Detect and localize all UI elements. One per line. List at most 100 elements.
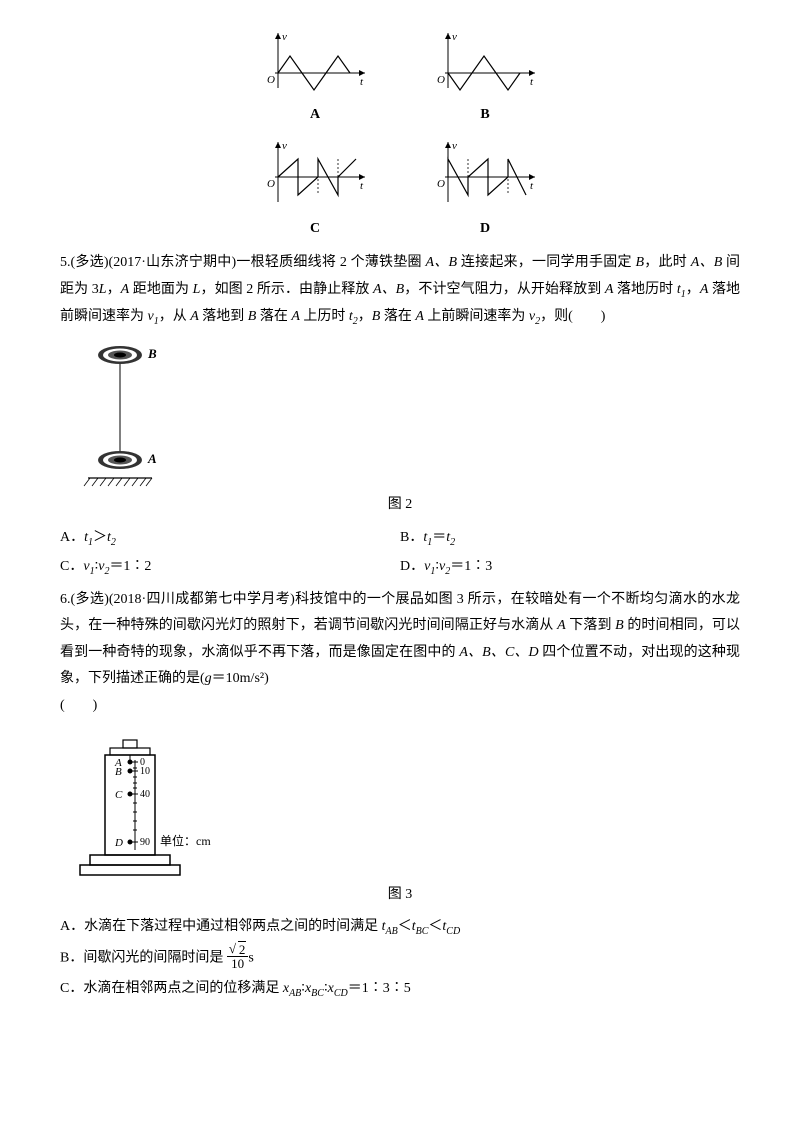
q5-t9: 落地历时 xyxy=(613,282,676,297)
oc-rel: ＝1∶3∶5 xyxy=(348,981,411,996)
ob-rel: ＝ xyxy=(432,530,446,545)
q5-t5: ， xyxy=(107,282,121,297)
q6-optA-pre: A．水滴在下落过程中通过相邻两点之间的时间满足 xyxy=(60,919,382,934)
vt-graph-c: v O t xyxy=(260,137,370,212)
q6-t2: 下落到 xyxy=(566,618,616,633)
q6-t5: ＝10m/s²) xyxy=(212,671,269,686)
svg-text:A: A xyxy=(147,451,157,466)
graph-label-A: A xyxy=(260,102,370,129)
q5-A4: A xyxy=(190,309,199,324)
q6-optC: C．水滴在相邻两点之间的位移满足 xAB∶xBC∶xCD＝1∶3∶5 xyxy=(60,976,740,1003)
q6-g: g xyxy=(205,671,212,686)
q6-optB-pre: B．间歇闪光的间隔时间是 xyxy=(60,951,223,966)
q5-AB2: A、B xyxy=(691,255,723,270)
graph-A: v O t A xyxy=(260,28,370,129)
q5-L1: L xyxy=(99,282,107,297)
scale-10: 10 xyxy=(140,766,150,777)
frac-sqrt2-10: 2 10 xyxy=(227,943,249,970)
q5-t8: ，不计空气阻力，从开始释放到 xyxy=(404,282,605,297)
graph-B: v O t B xyxy=(430,28,540,129)
axis-label-t: t xyxy=(360,76,364,88)
axis-label-v: v xyxy=(282,31,287,43)
drop-C: C xyxy=(115,789,123,801)
q5-t15: 上历时 xyxy=(300,309,346,324)
rel1: ＜ xyxy=(398,919,412,934)
q5-t17: 落在 xyxy=(380,309,415,324)
q6-paren: ( ) xyxy=(60,693,740,720)
fig2-svg: B A xyxy=(60,340,180,490)
graph-D: v O t D xyxy=(430,137,540,243)
q5-t10: ， xyxy=(686,282,700,297)
graph-label-C: C xyxy=(260,216,370,243)
graph-label-D: D xyxy=(430,216,540,243)
q5-t2: 连接起来，一同学用手固定 xyxy=(457,255,635,270)
sqrt2: 2 xyxy=(238,941,247,957)
q5-optB: B．t1＝t2 xyxy=(400,525,740,552)
vt-graph-d: v O t xyxy=(430,137,540,212)
q6-B: B xyxy=(615,618,624,633)
axis-label-v: v xyxy=(282,140,287,152)
q5-optB-pre: B． xyxy=(400,530,423,545)
axis-label-t: t xyxy=(530,180,534,192)
axis-label-o: O xyxy=(267,74,275,86)
fig3-caption: 图 3 xyxy=(60,882,740,909)
q6-optA: A．水滴在下落过程中通过相邻两点之间的时间满足 tAB＜tBC＜tCD xyxy=(60,914,740,941)
q5-AB: A、B xyxy=(426,255,458,270)
drop-D: D xyxy=(114,837,123,849)
q5-optA: A．t1＞t2 xyxy=(60,525,400,552)
q5-optD-pre: D． xyxy=(400,559,424,574)
q5-optC-pre: C． xyxy=(60,559,83,574)
drop-B: B xyxy=(115,766,122,778)
q6-A: A xyxy=(557,618,566,633)
axis-label-o: O xyxy=(437,74,445,86)
axis-label-o: O xyxy=(267,178,275,190)
q5-B1: B xyxy=(635,255,644,270)
q5-row1: A．t1＞t2 B．t1＝t2 xyxy=(60,525,740,552)
graph-label-B: B xyxy=(430,102,540,129)
q5-text: 5.(多选)(2017·山东济宁期中)一根轻质细线将 2 个薄铁垫圈 A、B 连… xyxy=(60,250,740,330)
q5-t13: 落地到 xyxy=(199,309,248,324)
unit-label: 单位：cm xyxy=(160,833,211,848)
q5-optA-pre: A． xyxy=(60,530,84,545)
q5-t14: 落在 xyxy=(256,309,291,324)
q5-t6: 距地面为 xyxy=(129,282,192,297)
scale-40: 40 xyxy=(140,789,150,800)
svg-text:B: B xyxy=(147,346,157,361)
od-rel: ＝1∶3 xyxy=(450,559,492,574)
q5-t1: 5.(多选)(2017·山东济宁期中)一根轻质细线将 2 个薄铁垫圈 xyxy=(60,255,426,270)
graph-row-1: v O t A v O t B xyxy=(60,28,740,129)
q6-text: 6.(多选)(2018·四川成都第七中学月考)科技馆中的一个展品如图 3 所示，… xyxy=(60,587,740,693)
axis-label-v: v xyxy=(452,31,457,43)
fig2-caption: 图 2 xyxy=(60,492,740,519)
q5-t18: 上前瞬间速率为 xyxy=(424,309,529,324)
q5-A6: A xyxy=(415,309,424,324)
q5-t19: ，则( ) xyxy=(540,309,605,324)
q5-t12: ，从 xyxy=(159,309,191,324)
q5-A1: A xyxy=(121,282,130,297)
q6-ABCD: A、B、C、D xyxy=(459,645,538,660)
q5-optD: D．v1∶v2＝1∶3 xyxy=(400,554,740,581)
oc-rel: ＝1∶2 xyxy=(109,559,151,574)
q6-optC-pre: C．水滴在相邻两点之间的位移满足 xyxy=(60,981,283,996)
graph-C: v O t C xyxy=(260,137,370,243)
fig3-svg: 0 10 40 90 A B C D 单位：cm xyxy=(60,730,260,880)
scale-90: 90 xyxy=(140,837,150,848)
q5-t7: ，如图 2 所示．由静止释放 xyxy=(200,282,373,297)
q6-optB: B．间歇闪光的间隔时间是 2 10 s xyxy=(60,945,740,972)
rel2: ＜ xyxy=(428,919,442,934)
q5-AB3: A、B xyxy=(373,282,404,297)
unit-s: s xyxy=(248,951,253,966)
q5-t3: ，此时 xyxy=(644,255,691,270)
figure-2: B A xyxy=(60,340,740,490)
axis-label-t: t xyxy=(360,180,364,192)
vt-graph-b: v O t xyxy=(430,28,540,98)
q5-row2: C．v1∶v2＝1∶2 D．v1∶v2＝1∶3 xyxy=(60,554,740,581)
figure-3: 0 10 40 90 A B C D 单位：cm xyxy=(60,730,740,880)
q5-t16: ， xyxy=(358,309,372,324)
axis-label-v: v xyxy=(452,140,457,152)
axis-label-o: O xyxy=(437,178,445,190)
q5-A5: A xyxy=(291,309,300,324)
vt-graph-a: v O t xyxy=(260,28,370,98)
axis-label-t: t xyxy=(530,76,534,88)
oa-rel: ＞ xyxy=(93,530,107,545)
